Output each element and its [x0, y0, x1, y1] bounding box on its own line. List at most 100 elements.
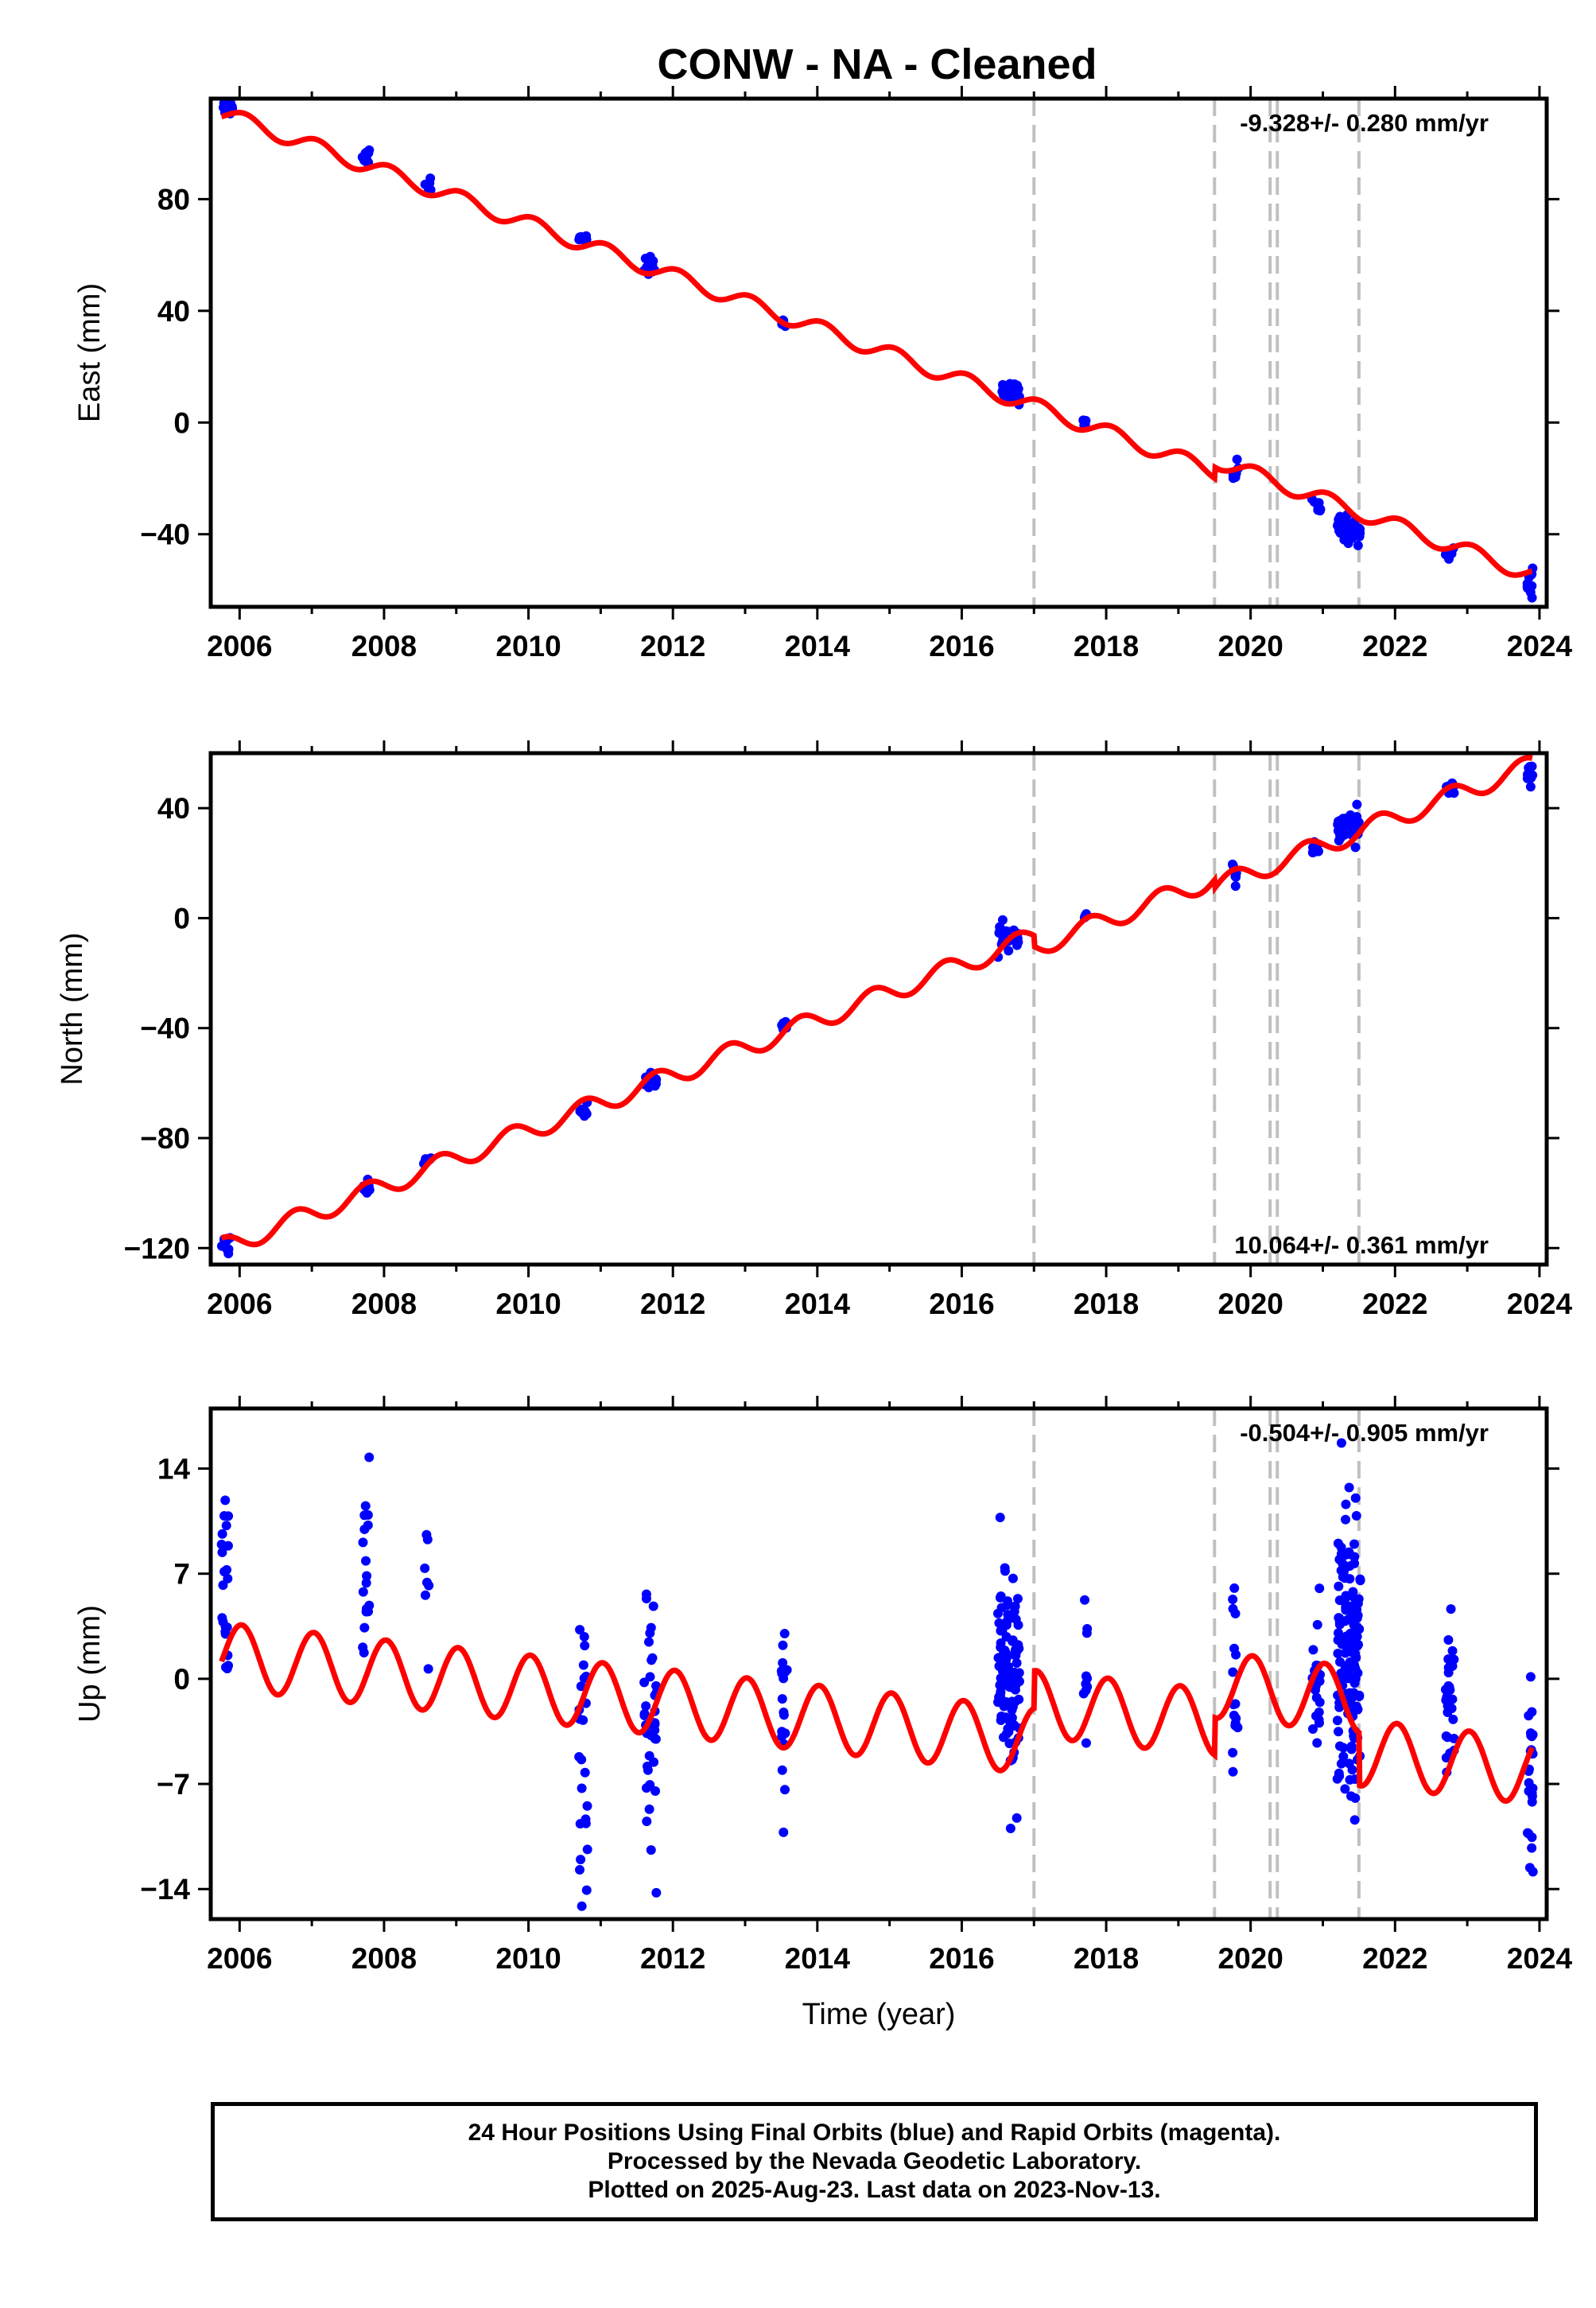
data-point: [1005, 1824, 1015, 1834]
data-point: [1348, 1587, 1358, 1597]
y-tick-label: −80: [140, 1122, 190, 1155]
data-point: [1525, 1672, 1536, 1682]
data-point: [1354, 531, 1365, 542]
data-point: [219, 1511, 229, 1521]
data-point: [359, 1524, 370, 1534]
data-point: [1443, 1635, 1454, 1646]
data-point: [1443, 1732, 1453, 1743]
data-point: [1314, 498, 1324, 508]
y-tick-label: 0: [173, 1663, 190, 1696]
data-point: [580, 1641, 590, 1651]
data-point: [1334, 1702, 1345, 1712]
data-point: [1011, 388, 1021, 398]
data-point: [1229, 1643, 1240, 1653]
data-point: [219, 99, 229, 108]
data-point: [1081, 1738, 1091, 1748]
data-point: [1338, 1751, 1349, 1762]
data-point: [217, 1547, 227, 1557]
data-point: [1343, 538, 1353, 549]
data-point: [1340, 830, 1350, 840]
data-point: [1442, 1692, 1452, 1702]
data-point: [1342, 529, 1353, 539]
data-point: [1012, 1594, 1023, 1604]
data-point: [1342, 1603, 1353, 1614]
data-point: [1004, 1727, 1014, 1737]
data-point: [1337, 1639, 1347, 1649]
x-tick-label: 2020: [1218, 1288, 1283, 1320]
data-point: [1448, 1714, 1458, 1724]
data-point: [644, 1804, 654, 1814]
data-point: [1333, 1628, 1343, 1638]
data-point: [1312, 1619, 1322, 1630]
data-point: [220, 1495, 231, 1506]
data-point: [1308, 1645, 1318, 1655]
data-point: [1228, 1667, 1238, 1677]
data-point: [1307, 1723, 1318, 1734]
data-point: [1527, 1707, 1537, 1717]
x-tick-label: 2014: [785, 630, 851, 662]
data-point: [779, 1708, 789, 1718]
data-point: [1350, 818, 1361, 829]
data-point: [363, 1510, 373, 1520]
data-point: [1354, 1624, 1365, 1634]
data-point: [780, 1728, 790, 1739]
data-point: [578, 1715, 588, 1725]
data-point: [1344, 1673, 1354, 1684]
data-point: [1078, 415, 1089, 425]
data-point: [362, 147, 372, 157]
data-point: [576, 1681, 586, 1692]
data-point: [575, 1625, 585, 1635]
x-tick-label: 2006: [207, 1942, 272, 1975]
data-point: [1353, 540, 1363, 550]
data-point: [1228, 1603, 1238, 1614]
data-point: [220, 1622, 231, 1632]
data-point: [579, 234, 589, 244]
y-tick-label: 14: [157, 1453, 191, 1486]
x-tick-label: 2016: [929, 1288, 994, 1320]
data-point: [779, 1827, 789, 1837]
data-point: [1004, 946, 1014, 956]
footer-line-1: 24 Hour Positions Using Final Orbits (bl…: [468, 2120, 1281, 2146]
x-tick-label: 2006: [207, 630, 272, 662]
data-point: [1309, 847, 1319, 857]
x-tick-label: 2018: [1074, 1942, 1139, 1975]
x-tick-label: 2022: [1362, 1288, 1427, 1320]
data-point: [1349, 1607, 1360, 1618]
x-tick-label: 2014: [785, 1288, 851, 1320]
y-tick-label: 0: [173, 406, 190, 439]
panel-up: 2006 2008 2010 2012 2014 2016 2018 2020 2022 2024…: [73, 1396, 1572, 2031]
x-tick-label: 2022: [1362, 1942, 1427, 1975]
data-point: [1446, 549, 1457, 559]
data-point: [1525, 782, 1536, 792]
data-point: [1080, 1595, 1090, 1605]
data-point: [358, 1587, 368, 1597]
data-point: [1314, 1676, 1325, 1686]
data-point: [1350, 842, 1361, 853]
data-point: [577, 1901, 587, 1911]
x-tick-label: 2020: [1218, 630, 1283, 662]
data-point: [1446, 1704, 1457, 1714]
data-point: [1342, 1614, 1353, 1625]
data-point: [996, 1715, 1006, 1726]
data-point: [1231, 1713, 1241, 1723]
data-point: [1009, 1607, 1019, 1617]
data-point: [1228, 1594, 1238, 1604]
data-point: [361, 1578, 371, 1588]
data-point: [1522, 583, 1532, 593]
data-point: [575, 1865, 585, 1875]
data-point: [364, 1452, 375, 1463]
data-point: [639, 1708, 650, 1719]
data-point: [578, 1660, 588, 1670]
data-point: [1351, 1510, 1361, 1521]
data-point: [778, 1657, 788, 1668]
data-point: [576, 1855, 586, 1865]
y-tick-label: −120: [124, 1232, 190, 1265]
data-point: [651, 1887, 662, 1898]
data-point: [1340, 1663, 1350, 1673]
data-point: [1341, 1499, 1351, 1510]
data-point: [779, 1629, 790, 1639]
data-point: [1344, 1482, 1354, 1493]
data-point: [1349, 1815, 1360, 1825]
data-point: [579, 1631, 589, 1642]
